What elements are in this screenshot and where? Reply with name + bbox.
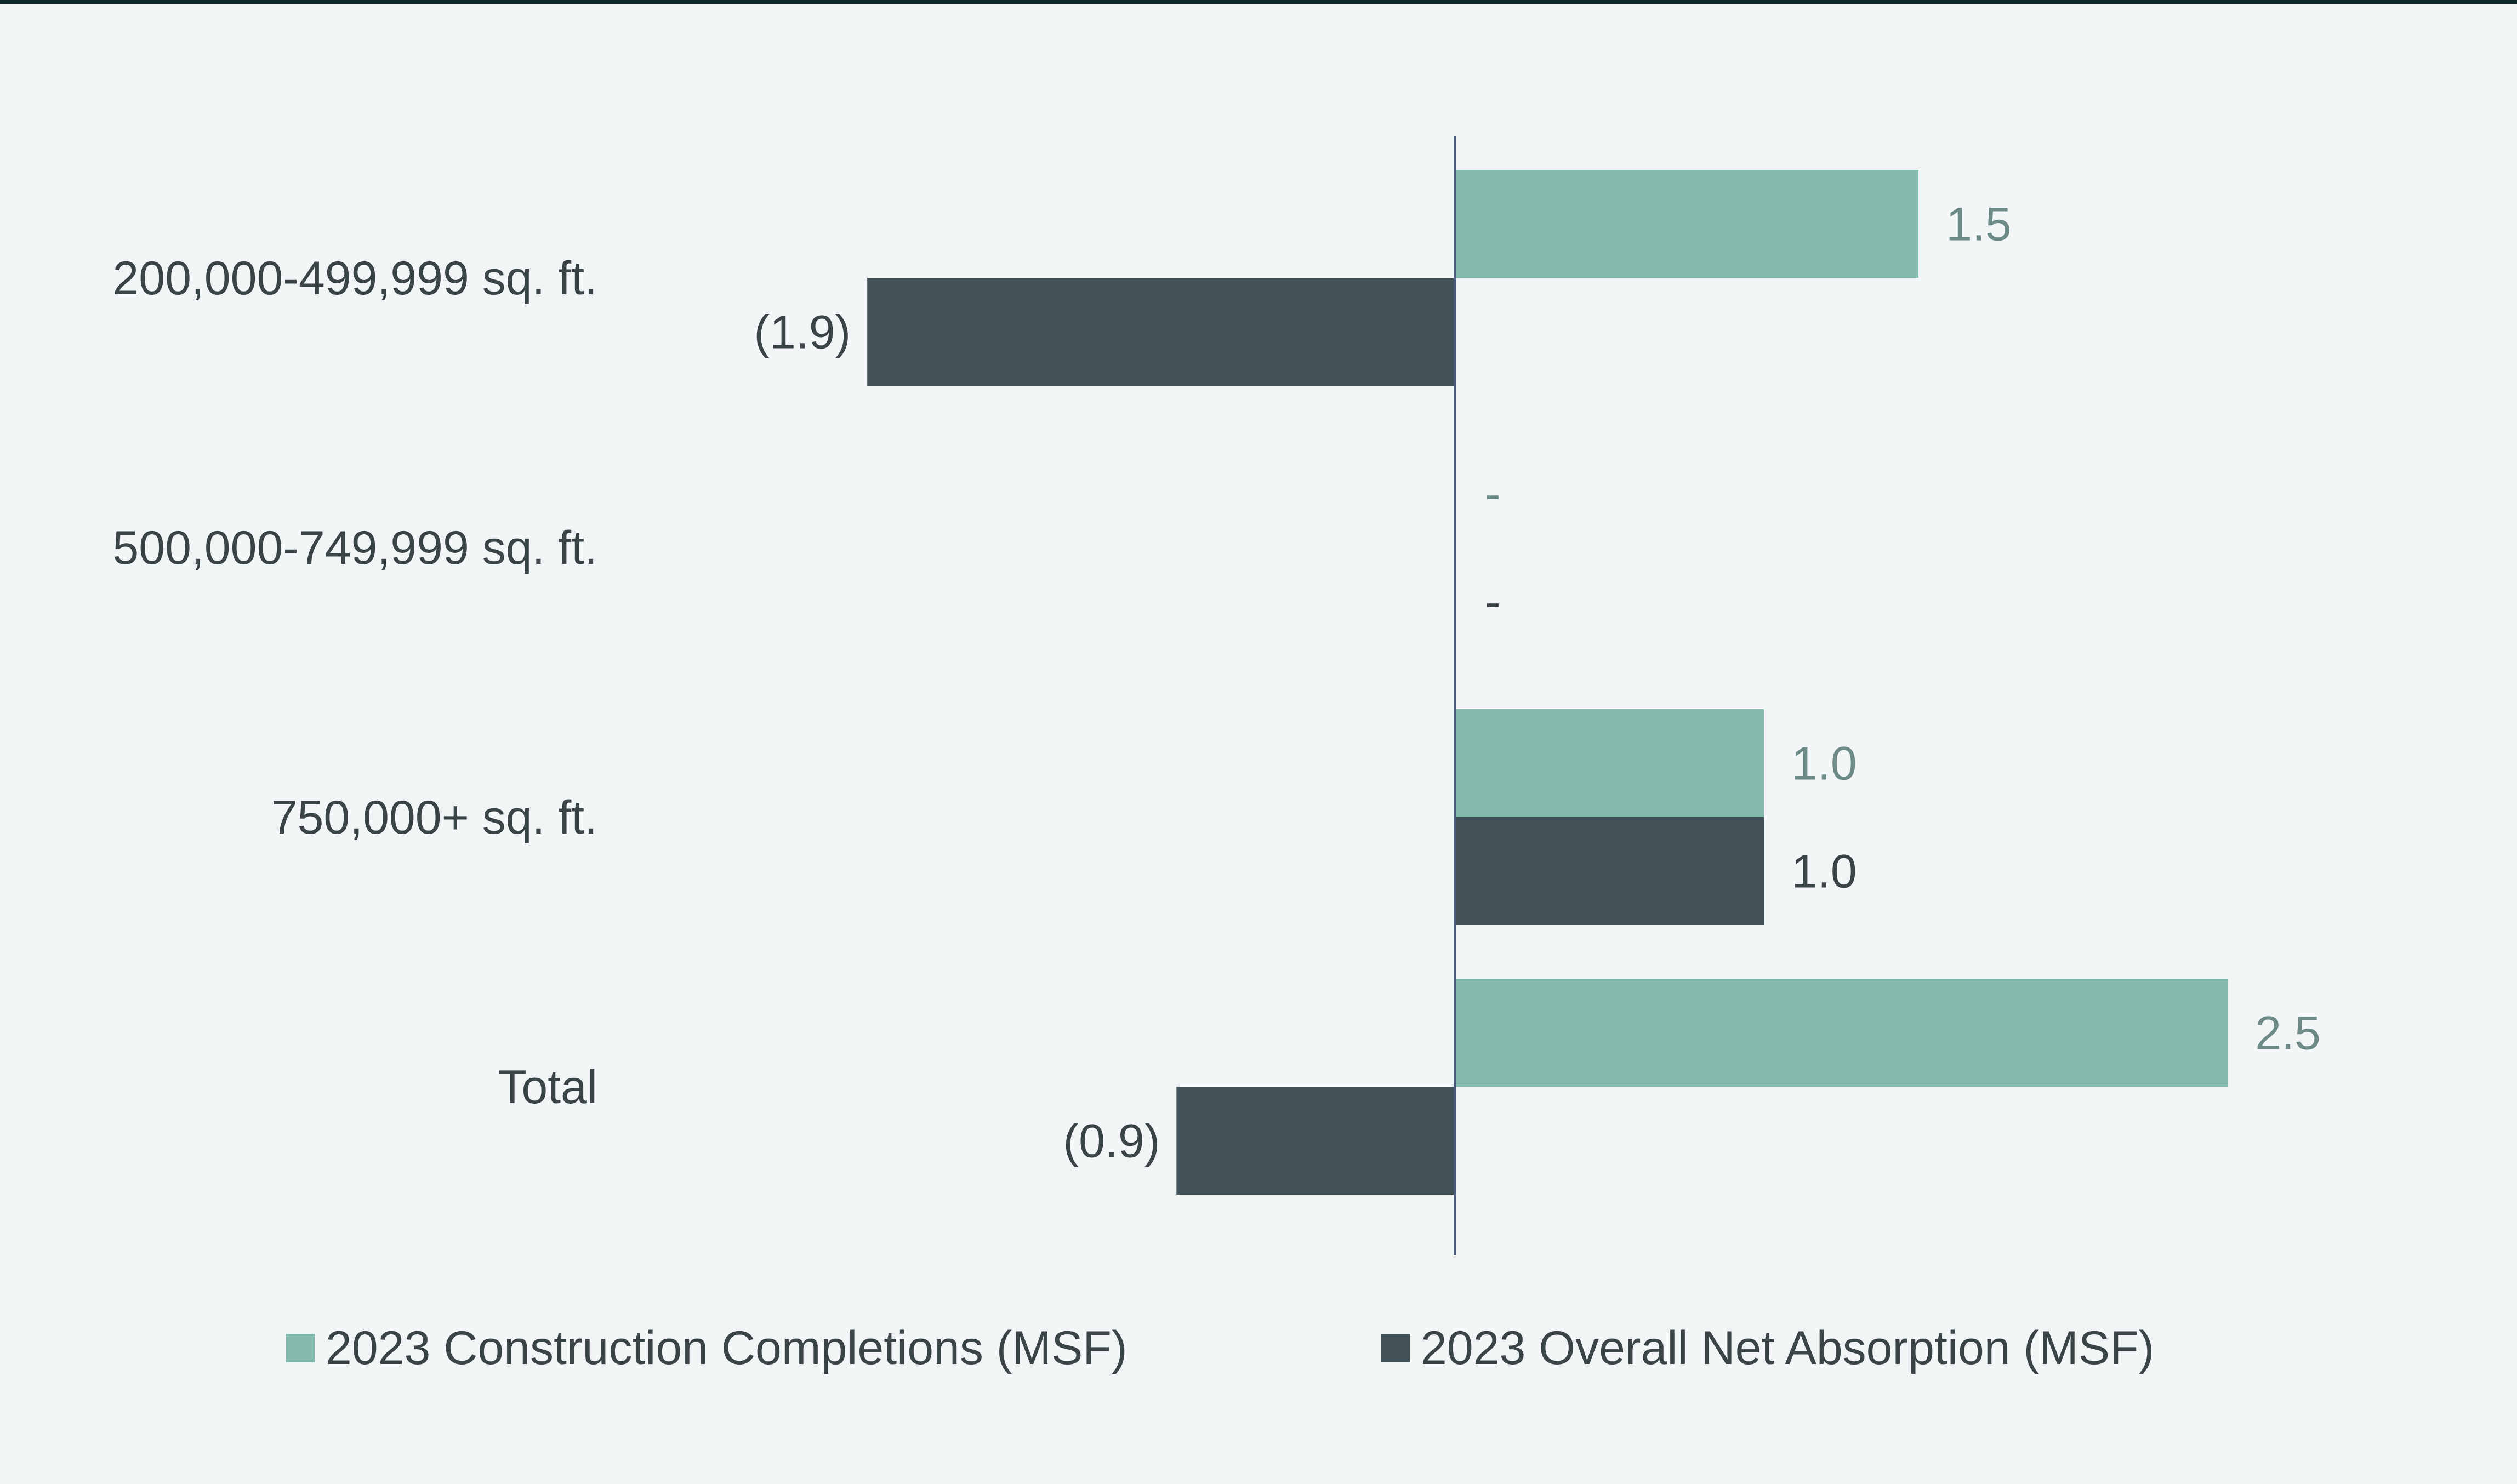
bar-absorption <box>1455 817 1764 925</box>
data-label-absorption: 1.0 <box>1791 846 1857 898</box>
category-label: Total <box>498 1061 597 1114</box>
bar-absorption <box>867 278 1455 386</box>
data-label-completions: - <box>1485 468 1501 521</box>
top-border-rule <box>0 0 2517 4</box>
category-label: 500,000-749,999 sq. ft. <box>112 522 597 574</box>
legend: 2023 Construction Completions (MSF) 2023… <box>0 1318 2517 1378</box>
category-label: 750,000+ sq. ft. <box>271 791 597 844</box>
bar-completions <box>1455 170 1919 278</box>
data-label-completions: 1.5 <box>1946 198 2012 251</box>
labels-layer: 200,000-499,999 sq. ft. 1.5 (1.9) 500,000-7… <box>112 198 2320 1168</box>
data-label-absorption: (1.9) <box>754 306 851 359</box>
legend-swatch-absorption <box>1381 1334 1410 1362</box>
data-label-completions: 1.0 <box>1791 738 1857 790</box>
legend-label-absorption: 2023 Overall Net Absorption (MSF) <box>1421 1321 2155 1374</box>
legend-swatch-completions <box>286 1334 315 1362</box>
data-label-completions: 2.5 <box>2255 1007 2321 1060</box>
category-label: 200,000-499,999 sq. ft. <box>112 252 597 305</box>
bar-completions <box>1455 979 2228 1087</box>
legend-item-completions: 2023 Construction Completions (MSF) <box>286 1318 1127 1378</box>
bar-completions <box>1455 709 1764 817</box>
data-label-absorption: - <box>1485 576 1501 629</box>
data-label-absorption: (0.9) <box>1063 1115 1160 1168</box>
bar-absorption <box>1176 1087 1455 1195</box>
legend-label-completions: 2023 Construction Completions (MSF) <box>326 1321 1127 1374</box>
bars-layer <box>867 170 2228 1195</box>
legend-item-absorption: 2023 Overall Net Absorption (MSF) <box>1381 1318 2154 1378</box>
